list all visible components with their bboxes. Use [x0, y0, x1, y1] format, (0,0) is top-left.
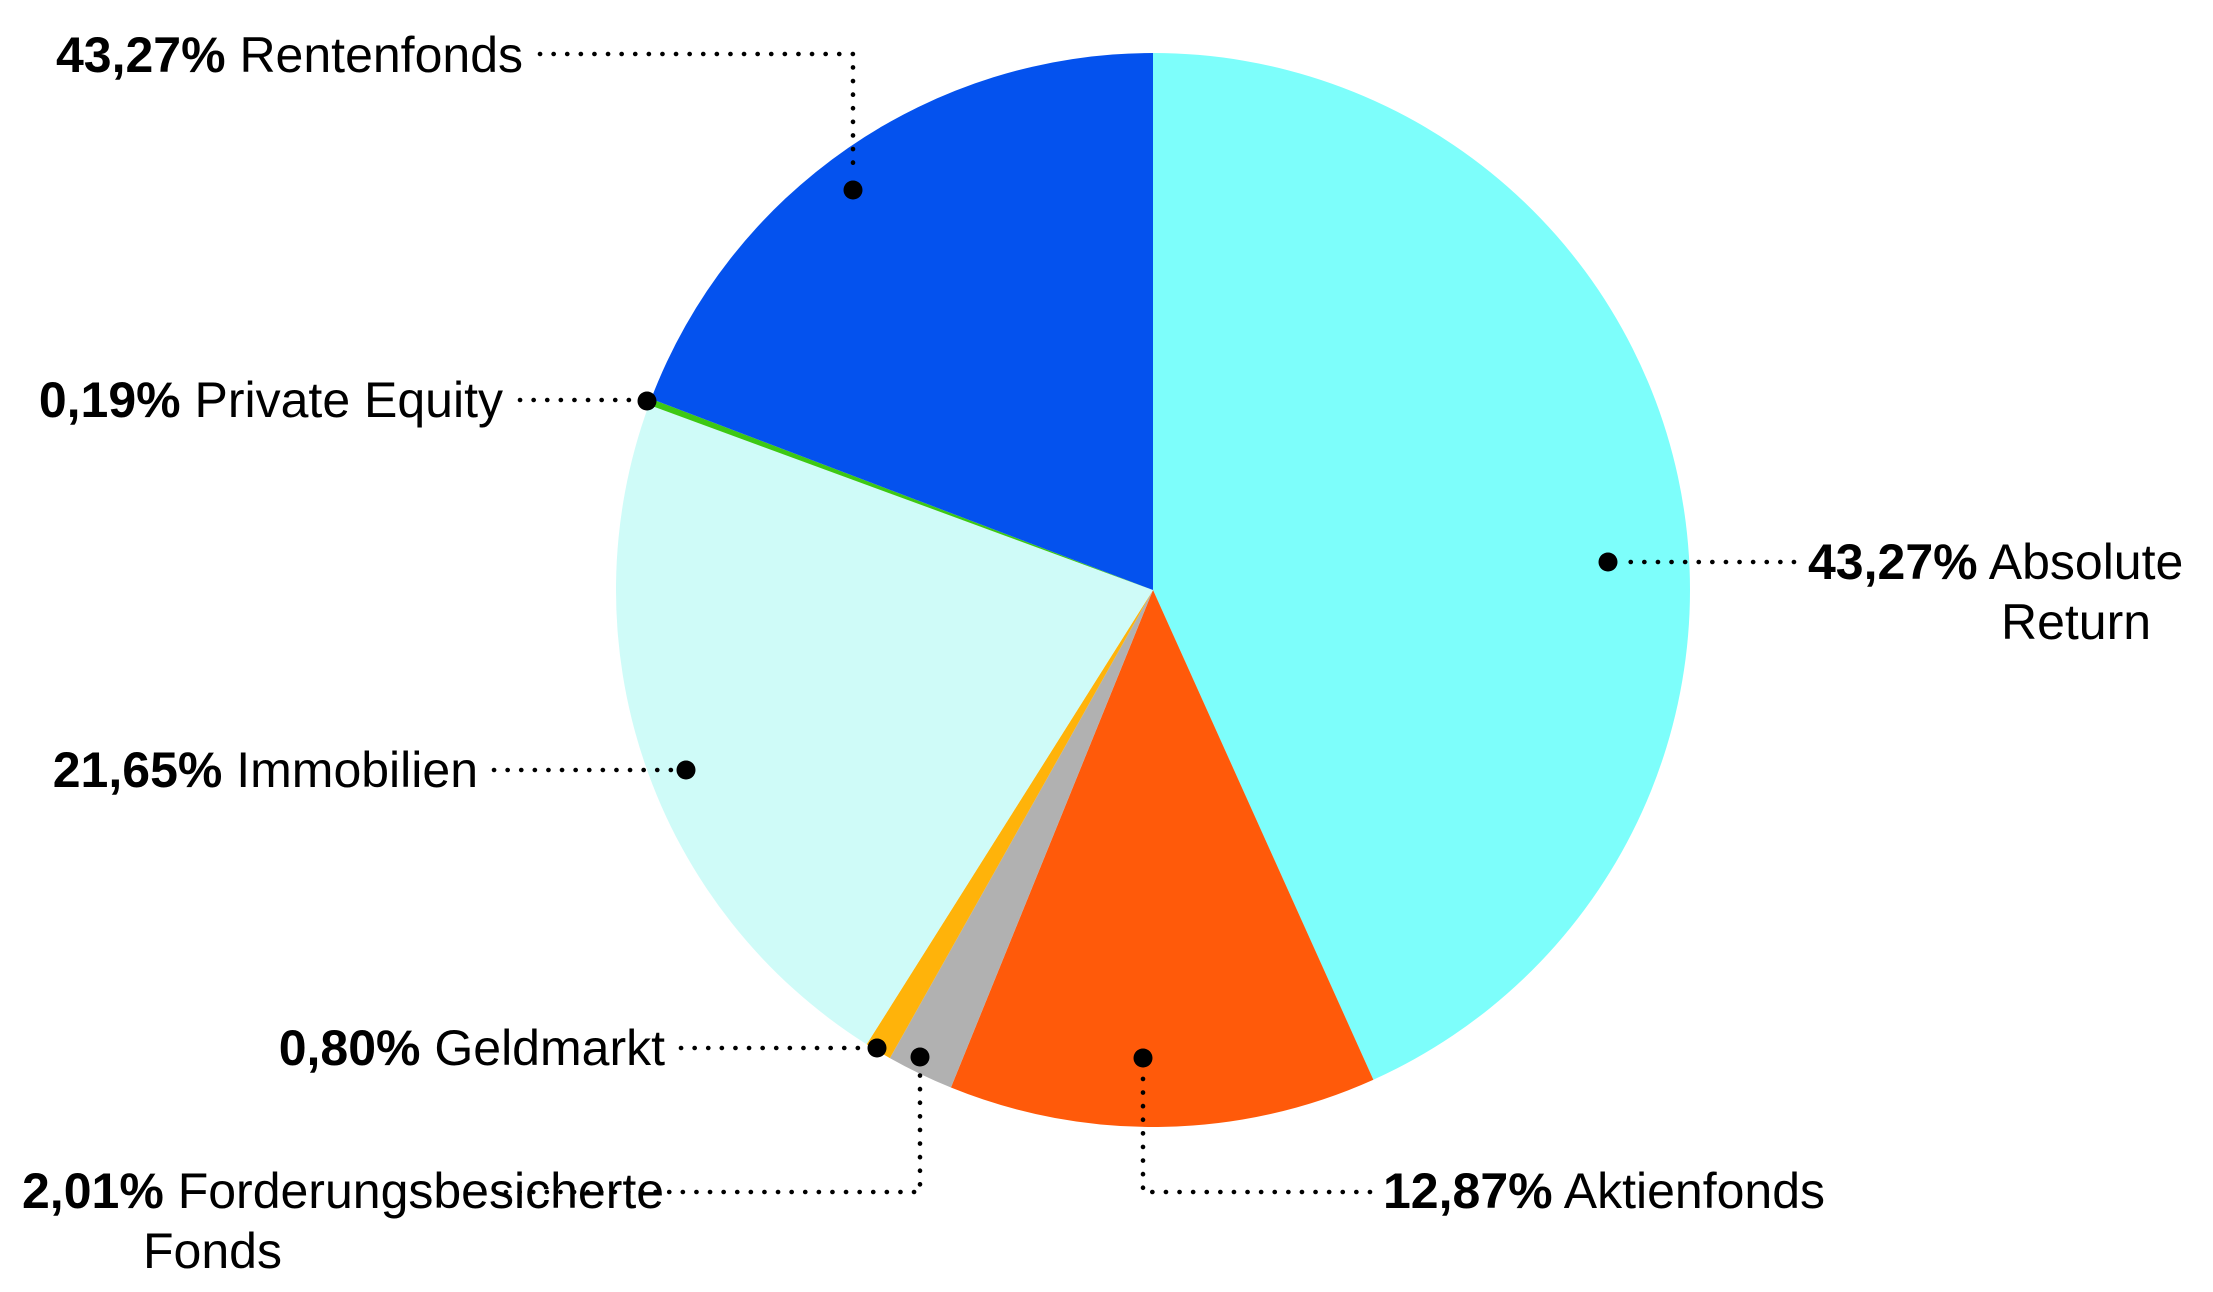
label-aktienfonds-name: Aktienfonds	[1563, 1163, 1826, 1219]
pie-slice-rentenfonds	[651, 53, 1153, 590]
leader-dot-geldmarkt	[867, 1038, 887, 1058]
label-forderungsbesicherte-name2: Fonds	[143, 1223, 282, 1279]
leader-dot-forderungsbesicherte	[910, 1047, 930, 1067]
leader-dot-private_equity	[637, 391, 657, 411]
leader-dot-immobilien	[676, 760, 696, 780]
label-aktienfonds: 12,87% Aktienfonds	[1383, 1161, 1825, 1221]
pie-slice-aktienfonds	[950, 590, 1374, 1127]
label-geldmarkt-pct: 0,80%	[278, 1020, 421, 1076]
label-absolute-return-line2: Return	[1808, 592, 2183, 652]
label-aktienfonds-pct: 12,87%	[1383, 1163, 1553, 1219]
pie-slice-absolute_return	[1153, 53, 1690, 1080]
pie-slice-immobilien	[616, 404, 1153, 1045]
label-absolute-return-pct: 43,27%	[1808, 534, 1978, 590]
leader-line-rentenfonds	[537, 51, 856, 177]
label-private-equity: 0,19% Private Equity	[39, 370, 503, 430]
label-immobilien-name: Immobilien	[236, 742, 478, 798]
label-geldmarkt-name: Geldmarkt	[434, 1020, 665, 1076]
label-private-equity-name: Private Equity	[194, 372, 503, 428]
label-forderungsbesicherte-line2: Fonds	[22, 1221, 664, 1281]
label-rentenfonds-name: Rentenfonds	[239, 27, 523, 83]
leader-line-forderungsbesicherte	[503, 1070, 923, 1195]
leader-dot-absolute_return	[1598, 552, 1618, 572]
label-immobilien-pct: 21,65%	[52, 742, 223, 798]
label-absolute-return-line1: 43,27% Absolute	[1808, 532, 2183, 592]
label-rentenfonds-pct: 43,27%	[55, 27, 226, 83]
label-rentenfonds: 43,27% Rentenfonds	[56, 25, 523, 85]
pie-slice-geldmarkt	[866, 590, 1153, 1059]
label-private-equity-pct: 0,19%	[38, 372, 181, 428]
label-forderungsbesicherte-fonds: 2,01% Forderungsbesicherte Fonds	[22, 1161, 664, 1281]
pie-slice-forderungsbesicherte	[889, 590, 1153, 1088]
label-forderungsbesicherte-name1: Forderungsbesicherte	[177, 1163, 665, 1219]
label-forderungsbesicherte-line1: 2,01% Forderungsbesicherte	[22, 1161, 664, 1221]
label-forderungsbesicherte-pct: 2,01%	[22, 1163, 164, 1219]
label-immobilien: 21,65% Immobilien	[53, 740, 478, 800]
leader-dot-rentenfonds	[843, 180, 863, 200]
leader-dot-aktienfonds	[1133, 1048, 1153, 1068]
label-geldmarkt: 0,80% Geldmarkt	[279, 1018, 665, 1078]
label-absolute-return-name2: Return	[2001, 594, 2152, 650]
label-absolute-return: 43,27% Absolute Return	[1808, 532, 2183, 652]
pie-slice-private_equity	[648, 398, 1153, 590]
label-absolute-return-name1: Absolute	[1988, 534, 2184, 590]
